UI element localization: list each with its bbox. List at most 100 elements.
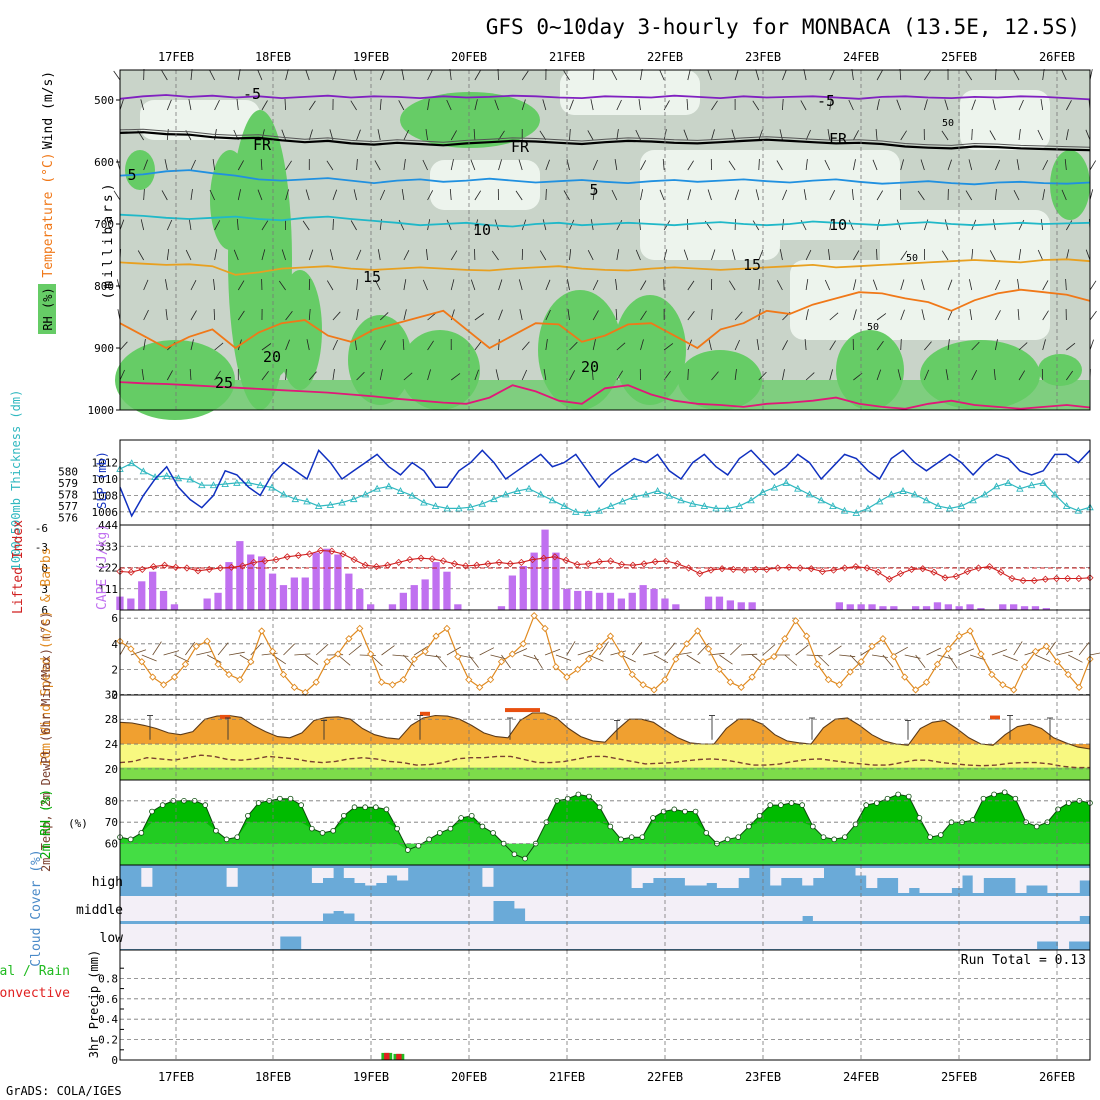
lifted-index-point bbox=[963, 567, 971, 576]
wind-speed-point bbox=[879, 635, 887, 643]
lifted-index-point bbox=[1052, 574, 1061, 583]
chart-title: GFS 0~10day 3-hourly for MONBACA (13.5E,… bbox=[486, 15, 1080, 39]
wind-barb bbox=[734, 339, 740, 351]
rh2m-point bbox=[341, 812, 347, 819]
lifted-index-point bbox=[305, 550, 314, 558]
wind-barb bbox=[708, 339, 712, 351]
cape-bar bbox=[912, 606, 920, 610]
cloud-clear-cell bbox=[908, 868, 920, 888]
wind-barb bbox=[782, 69, 787, 81]
wind-barb bbox=[876, 99, 880, 111]
panel-frame bbox=[119, 69, 1091, 411]
wind-barb bbox=[233, 249, 239, 261]
wind-barb bbox=[994, 339, 998, 351]
rh2m-point bbox=[298, 802, 305, 808]
wind-barb bbox=[592, 68, 595, 81]
temp-area bbox=[120, 713, 1090, 749]
wind-speed-point bbox=[356, 624, 364, 633]
wind-barb bbox=[185, 641, 196, 656]
wind-speed-point bbox=[704, 645, 713, 653]
temp-tick-label: 28 bbox=[105, 713, 118, 726]
wind-barb bbox=[924, 341, 932, 351]
wind-barb bbox=[687, 280, 695, 291]
cloud-clear-cell bbox=[205, 924, 217, 949]
lifted-index-point bbox=[874, 568, 882, 576]
cloud-clear-cell bbox=[876, 896, 888, 921]
thickness-point bbox=[1062, 502, 1071, 510]
wind-barb bbox=[734, 69, 739, 81]
thickness-point bbox=[314, 502, 323, 510]
wind-barb bbox=[1046, 641, 1056, 656]
rh-axis-label: RH (%) bbox=[41, 287, 55, 330]
wind-barb bbox=[491, 250, 499, 261]
wind-barb bbox=[119, 640, 129, 656]
thickness-point bbox=[864, 504, 872, 512]
wind-barb bbox=[1068, 654, 1083, 663]
wind-speed-point bbox=[192, 642, 200, 650]
wind-speed-point bbox=[552, 663, 560, 671]
thickness-tick-label: 577 bbox=[58, 500, 78, 513]
lifted-index-point bbox=[1008, 574, 1016, 583]
wind-barb bbox=[920, 159, 925, 171]
cloud-clear-cell bbox=[759, 924, 771, 949]
wind-speed-point bbox=[802, 632, 811, 640]
thickness-point bbox=[817, 496, 825, 504]
cloud-clear-cell bbox=[930, 868, 942, 893]
cloud-cover-panel bbox=[119, 864, 1091, 951]
wind-barb bbox=[449, 69, 452, 81]
lifted-index-point bbox=[763, 565, 771, 573]
wind-barb bbox=[900, 309, 905, 321]
wind-barb bbox=[829, 69, 835, 81]
wind-barb bbox=[315, 644, 329, 656]
wind-speed-point bbox=[1064, 670, 1072, 679]
wind-barb bbox=[446, 219, 452, 231]
wind-barb bbox=[189, 368, 192, 381]
cloud-clear-cell bbox=[343, 868, 355, 878]
cloud-clear-cell bbox=[748, 896, 760, 921]
cloud-clear-cell bbox=[471, 896, 483, 921]
wind-barb bbox=[567, 279, 570, 291]
pressure-tick-label: 600 bbox=[94, 156, 114, 169]
cloud-clear-cell bbox=[333, 896, 345, 911]
isotherm-line bbox=[119, 131, 1091, 152]
wind-barb bbox=[900, 279, 905, 291]
wind-barb bbox=[414, 645, 428, 656]
wind-barb bbox=[356, 249, 362, 261]
wind-barb bbox=[470, 159, 476, 171]
wind-barb bbox=[305, 189, 310, 201]
rh2m-point bbox=[394, 825, 400, 832]
cape-bar bbox=[312, 552, 320, 610]
thickness-point bbox=[957, 502, 966, 510]
wind-barb bbox=[734, 189, 740, 201]
lifted-index-point bbox=[1030, 577, 1038, 585]
cloud-clear-cell bbox=[876, 924, 888, 949]
wind-barb bbox=[853, 279, 857, 291]
wind-barb bbox=[995, 310, 1001, 321]
rh2m-point bbox=[405, 847, 411, 853]
cloud-clear-cell bbox=[940, 924, 952, 949]
cloud-clear-cell bbox=[663, 896, 675, 921]
cape-bar bbox=[367, 604, 375, 610]
lifted-index-point bbox=[796, 564, 804, 572]
cape-bar bbox=[639, 585, 647, 610]
thickness-point bbox=[326, 500, 335, 508]
wind-barb bbox=[495, 369, 499, 381]
thickness-tick-label: 579 bbox=[58, 477, 78, 490]
cloud-clear-cell bbox=[1036, 868, 1048, 886]
precip-convective-bar bbox=[384, 1052, 390, 1060]
wind-barb bbox=[871, 654, 888, 658]
wind-barb bbox=[305, 654, 319, 665]
cloud-clear-cell bbox=[407, 896, 419, 921]
wind-barb bbox=[498, 309, 503, 321]
wind-speed-point bbox=[541, 624, 549, 633]
lifted-index-point bbox=[908, 565, 916, 573]
wind-barb bbox=[450, 159, 454, 171]
lifted-index-point bbox=[283, 553, 291, 561]
wind-barb bbox=[329, 249, 334, 261]
thickness-point bbox=[829, 502, 837, 510]
thickness-point bbox=[455, 504, 463, 512]
isotherm-label: 50 bbox=[942, 118, 954, 129]
wind-barb bbox=[498, 279, 503, 291]
wind-barb bbox=[1042, 310, 1049, 321]
panel-frame bbox=[119, 439, 1091, 526]
